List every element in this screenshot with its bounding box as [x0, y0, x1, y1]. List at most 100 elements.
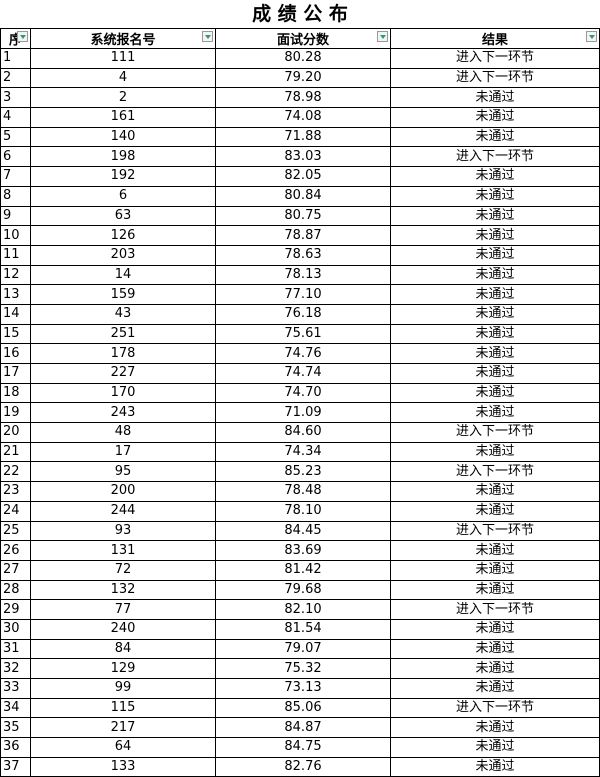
- table-cell: 未通过: [390, 559, 600, 581]
- table-cell: 48: [30, 422, 216, 443]
- table-cell: 未通过: [390, 500, 600, 522]
- table-cell: 83.03: [215, 146, 391, 168]
- table-row: 23 200 78.48 未通过: [0, 481, 600, 502]
- table-cell: 20: [0, 422, 31, 443]
- table-cell: 192: [30, 166, 216, 187]
- table-row: 34 115 85.06 进入下一环节: [0, 697, 600, 719]
- table-cell: 30: [0, 618, 31, 640]
- table-cell: 77.10: [215, 284, 391, 305]
- table-cell: 85.23: [215, 461, 391, 483]
- table-cell: 22: [0, 461, 31, 483]
- table-cell: 74.70: [215, 382, 391, 404]
- table-row: 1 111 80.28 进入下一环节: [0, 48, 600, 69]
- table-cell: 79.07: [215, 638, 391, 660]
- table-cell: 19: [0, 402, 31, 424]
- table-cell: 17: [30, 441, 216, 463]
- table-cell: 进入下一环节: [390, 146, 600, 168]
- table-cell: 78.98: [215, 87, 391, 109]
- table-cell: 16: [0, 343, 31, 364]
- table-row: 10 126 78.87 未通过: [0, 225, 600, 246]
- table-cell: 未通过: [390, 481, 600, 502]
- header-cell: 序: [0, 28, 31, 49]
- table-cell: 10: [0, 225, 31, 246]
- table-cell: 1: [0, 48, 31, 69]
- table-row: 11 203 78.63 未通过: [0, 244, 600, 266]
- table-row: 13 159 77.10 未通过: [0, 284, 600, 305]
- table-cell: 2: [30, 87, 216, 109]
- table-row: 18 170 74.70 未通过: [0, 382, 600, 404]
- table-cell: 18: [0, 382, 31, 404]
- table-cell: 未通过: [390, 166, 600, 187]
- header-text: 结果: [481, 33, 508, 48]
- table-cell: 243: [30, 402, 216, 424]
- table-cell: 未通过: [390, 343, 600, 364]
- filter-button[interactable]: [202, 31, 213, 42]
- table-cell: 80.84: [215, 185, 391, 207]
- filter-button[interactable]: [377, 31, 388, 42]
- table-cell: 111: [30, 48, 216, 69]
- table-cell: 进入下一环节: [390, 461, 600, 483]
- header-cell: 系统报名号: [30, 28, 216, 49]
- table-cell: 25: [0, 520, 31, 542]
- table-cell: 2: [0, 67, 31, 89]
- table-row: 2 4 79.20 进入下一环节: [0, 67, 600, 89]
- table-row: 31 84 79.07 未通过: [0, 638, 600, 660]
- table-cell: 227: [30, 363, 216, 384]
- table-cell: 77: [30, 599, 216, 620]
- table-cell: 82.05: [215, 166, 391, 187]
- table-row: 32 129 75.32 未通过: [0, 658, 600, 679]
- table-row: 26 131 83.69 未通过: [0, 540, 600, 561]
- table-cell: 未通过: [390, 185, 600, 207]
- table-cell: 84: [30, 638, 216, 660]
- table-row: 29 77 82.10 进入下一环节: [0, 599, 600, 620]
- table-cell: 未通过: [390, 225, 600, 246]
- table-row: 12 14 78.13 未通过: [0, 264, 600, 286]
- header-cell: 面试分数: [215, 28, 391, 49]
- table-cell: 进入下一环节: [390, 67, 600, 89]
- table-cell: 未通过: [390, 126, 600, 148]
- table-cell: 217: [30, 717, 216, 739]
- table-cell: 82.10: [215, 599, 391, 620]
- table-cell: 178: [30, 343, 216, 364]
- table-cell: 84.75: [215, 737, 391, 758]
- table-cell: 8: [0, 185, 31, 207]
- table-cell: 33: [0, 678, 31, 699]
- table-cell: 74.08: [215, 107, 391, 128]
- table-cell: 79.68: [215, 579, 391, 601]
- table-cell: 74.76: [215, 343, 391, 364]
- table-cell: 240: [30, 618, 216, 640]
- filter-button[interactable]: [17, 31, 28, 42]
- table-cell: 78.63: [215, 244, 391, 266]
- header-row: 序 系统报名号 面试分数 结果: [0, 28, 600, 49]
- table-cell: 115: [30, 697, 216, 719]
- table-cell: 83.69: [215, 540, 391, 561]
- header-cell: 结果: [390, 28, 600, 49]
- table-cell: 4: [0, 107, 31, 128]
- table-cell: 12: [0, 264, 31, 286]
- table-cell: 14: [30, 264, 216, 286]
- table-cell: 未通过: [390, 737, 600, 758]
- table-cell: 81.42: [215, 559, 391, 581]
- table-row: 36 64 84.75 未通过: [0, 737, 600, 758]
- table-cell: 4: [30, 67, 216, 89]
- table-row: 14 43 76.18 未通过: [0, 303, 600, 325]
- table-cell: 未通过: [390, 579, 600, 601]
- table-cell: 31: [0, 638, 31, 660]
- table-cell: 36: [0, 737, 31, 758]
- table-cell: 未通过: [390, 678, 600, 699]
- table-cell: 140: [30, 126, 216, 148]
- table-cell: 72: [30, 559, 216, 581]
- table-cell: 未通过: [390, 618, 600, 640]
- table-cell: 170: [30, 382, 216, 404]
- table-cell: 132: [30, 579, 216, 601]
- table-cell: 93: [30, 520, 216, 542]
- table-row: 9 63 80.75 未通过: [0, 205, 600, 227]
- table-cell: 进入下一环节: [390, 422, 600, 443]
- filter-button[interactable]: [586, 31, 597, 42]
- results-table: 序 系统报名号 面试分数 结果 1 111 80.28 进入下一环节 2 4 79.20 进入…: [0, 28, 600, 777]
- table-cell: 17: [0, 363, 31, 384]
- table-row: 22 95 85.23 进入下一环节: [0, 461, 600, 483]
- table-row: 37 133 82.76 未通过: [0, 756, 600, 777]
- table-cell: 未通过: [390, 382, 600, 404]
- header-text: 面试分数: [276, 33, 329, 48]
